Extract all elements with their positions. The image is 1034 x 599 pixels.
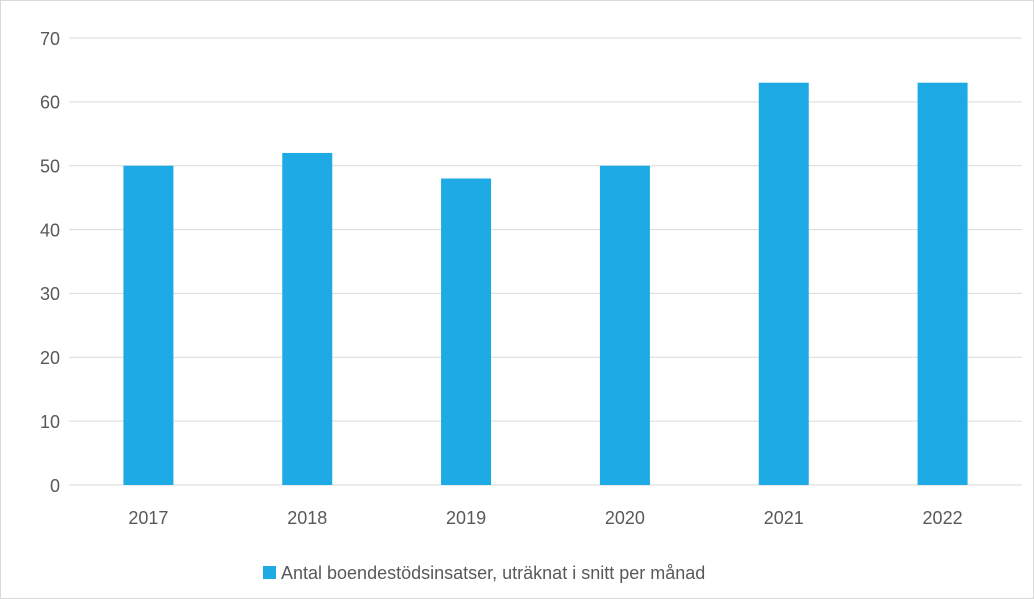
y-tick-label: 0 <box>50 476 60 496</box>
bar <box>282 152 333 485</box>
bar <box>123 165 174 485</box>
y-tick-label: 20 <box>40 348 60 368</box>
bar <box>441 178 492 485</box>
y-tick-label: 50 <box>40 156 60 176</box>
bar <box>917 82 968 485</box>
legend-label: Antal boendestödsinsatser, uträknat i sn… <box>281 563 705 583</box>
x-tick-label: 2022 <box>923 508 963 528</box>
bar <box>599 165 650 485</box>
x-tick-label: 2020 <box>605 508 645 528</box>
x-tick-label: 2021 <box>764 508 804 528</box>
bar <box>758 82 809 485</box>
x-tick-label: 2017 <box>128 508 168 528</box>
y-tick-label: 60 <box>40 93 60 113</box>
y-tick-label: 10 <box>40 412 60 432</box>
y-tick-label: 40 <box>40 220 60 240</box>
y-tick-label: 70 <box>40 29 60 49</box>
legend-swatch <box>263 566 276 579</box>
x-tick-label: 2019 <box>446 508 486 528</box>
x-tick-label: 2018 <box>287 508 327 528</box>
y-tick-label: 30 <box>40 284 60 304</box>
